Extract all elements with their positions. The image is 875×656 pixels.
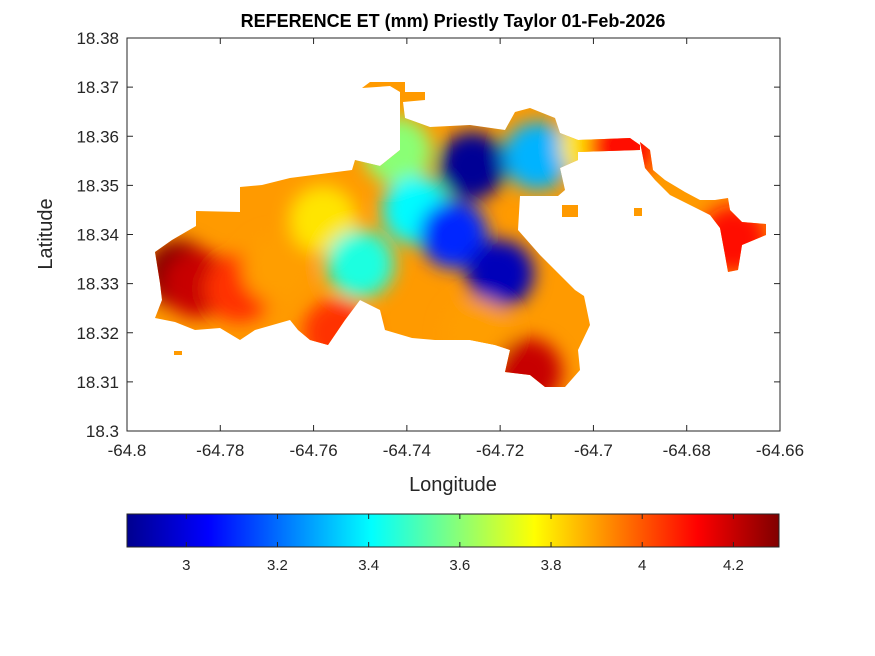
y-tick-label: 18.33: [76, 275, 119, 294]
colorbar-tick-label: 3.4: [358, 557, 379, 574]
x-tick-label: -64.76: [289, 441, 337, 460]
value-region: [466, 239, 535, 308]
colorbar-tick-label: 4: [638, 557, 646, 574]
value-region: [419, 200, 488, 269]
y-tick-label: 18.36: [76, 127, 119, 146]
colorbar-tick-label: 3.2: [267, 557, 288, 574]
y-axis-title: Latitude: [35, 198, 57, 269]
y-tick-label: 18.32: [76, 324, 119, 343]
value-region: [242, 234, 311, 303]
y-tick-label: 18.37: [76, 78, 119, 97]
colorbar-tick-label: 3: [182, 557, 190, 574]
y-tick-label: 18.35: [76, 176, 119, 195]
x-tick-label: -64.72: [476, 441, 524, 460]
x-tick-label: -64.7: [574, 441, 613, 460]
chart-title: REFERENCE ET (mm) Priestly Taylor 01-Feb…: [241, 11, 666, 31]
y-tick-label: 18.31: [76, 373, 119, 392]
colorbar-tick-label: 4.2: [723, 557, 744, 574]
y-axis: 18.3 18.31 18.32 18.33 18.34 18.35 18.36 18.37 1…: [76, 29, 780, 441]
value-region: [503, 121, 572, 190]
y-tick-label: 18.3: [86, 422, 119, 441]
colorbar-tick-label: 3.8: [541, 557, 562, 574]
value-region: [326, 229, 395, 298]
x-axis: -64.8 -64.78 -64.76 -64.74 -64.72 -64.7 -64.68…: [108, 38, 804, 460]
y-tick-label: 18.38: [76, 29, 119, 48]
colorbar: [126, 513, 780, 548]
value-region: [494, 338, 563, 387]
x-tick-label: -64.66: [756, 441, 804, 460]
x-tick-label: -64.8: [108, 441, 147, 460]
x-tick-label: -64.68: [663, 441, 711, 460]
y-tick-label: 18.34: [76, 226, 119, 245]
x-tick-label: -64.78: [196, 441, 244, 460]
value-region: [438, 131, 507, 200]
colorbar-ticks: 3 3.2 3.4 3.6 3.8 4 4.2: [182, 514, 744, 574]
x-tick-label: -64.74: [383, 441, 431, 460]
colorbar-tick-label: 3.6: [449, 557, 470, 574]
x-axis-title: Longitude: [409, 474, 497, 496]
